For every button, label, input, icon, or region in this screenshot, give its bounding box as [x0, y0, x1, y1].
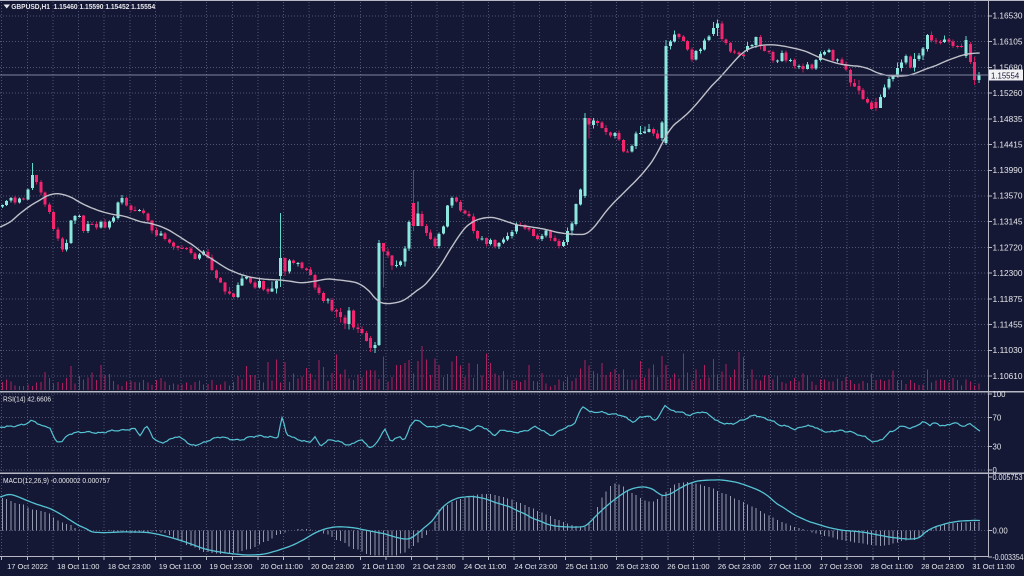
- svg-text:19 Oct 11:00: 19 Oct 11:00: [159, 562, 201, 571]
- svg-text:1.13570: 1.13570: [993, 192, 1024, 201]
- svg-text:1.13990: 1.13990: [993, 166, 1024, 175]
- svg-text:25 Oct 23:00: 25 Oct 23:00: [616, 562, 659, 571]
- svg-text:25 Oct 11:00: 25 Oct 11:00: [566, 562, 608, 571]
- svg-text:28 Oct 23:00: 28 Oct 23:00: [921, 562, 964, 571]
- svg-text:1.15554: 1.15554: [991, 71, 1020, 80]
- svg-text:18 Oct 23:00: 18 Oct 23:00: [108, 562, 151, 571]
- svg-text:GBPUSD,H1 1.15460 1.15590 1.1: GBPUSD,H1 1.15460 1.15590 1.15452 1.1555…: [11, 2, 155, 11]
- svg-text:1.12300: 1.12300: [993, 269, 1024, 278]
- svg-text:MACD(12,26,9) -0.000002 0.0007: MACD(12,26,9) -0.000002 0.000757: [3, 476, 110, 485]
- svg-text:1.11455: 1.11455: [993, 320, 1024, 329]
- svg-text:1.16530: 1.16530: [993, 12, 1024, 21]
- svg-text:20 Oct 11:00: 20 Oct 11:00: [261, 562, 303, 571]
- svg-text:1.16105: 1.16105: [993, 38, 1024, 47]
- svg-text:0.005753: 0.005753: [993, 473, 1023, 482]
- svg-text:26 Oct 11:00: 26 Oct 11:00: [667, 562, 709, 571]
- svg-text:26 Oct 23:00: 26 Oct 23:00: [718, 562, 761, 571]
- svg-text:24 Oct 11:00: 24 Oct 11:00: [464, 562, 506, 571]
- svg-text:27 Oct 11:00: 27 Oct 11:00: [769, 562, 811, 571]
- svg-text:1.12720: 1.12720: [993, 244, 1024, 253]
- svg-text:21 Oct 23:00: 21 Oct 23:00: [413, 562, 456, 571]
- svg-text:1.13145: 1.13145: [993, 218, 1024, 227]
- svg-text:21 Oct 11:00: 21 Oct 11:00: [362, 562, 404, 571]
- svg-text:28 Oct 11:00: 28 Oct 11:00: [871, 562, 913, 571]
- svg-text:0: 0: [993, 466, 998, 475]
- svg-text:17 Oct 2022: 17 Oct 2022: [7, 562, 48, 571]
- svg-text:1.11030: 1.11030: [993, 346, 1024, 355]
- svg-text:1.10610: 1.10610: [993, 372, 1024, 381]
- svg-text:18 Oct 11:00: 18 Oct 11:00: [57, 562, 99, 571]
- svg-text:RSI(14) 42.6606: RSI(14) 42.6606: [3, 395, 51, 404]
- svg-text:24 Oct 23:00: 24 Oct 23:00: [514, 562, 557, 571]
- svg-text:19 Oct 23:00: 19 Oct 23:00: [209, 562, 252, 571]
- svg-text:100: 100: [993, 390, 1007, 399]
- svg-text:27 Oct 23:00: 27 Oct 23:00: [819, 562, 862, 571]
- svg-text:1.11875: 1.11875: [993, 295, 1024, 304]
- svg-text:1.15260: 1.15260: [993, 89, 1024, 98]
- svg-text:30: 30: [993, 442, 1002, 451]
- svg-text:31 Oct 11:00: 31 Oct 11:00: [972, 562, 1014, 571]
- svg-text:1.15680: 1.15680: [993, 63, 1024, 72]
- svg-text:20 Oct 23:00: 20 Oct 23:00: [311, 562, 354, 571]
- svg-text:1.14835: 1.14835: [993, 115, 1024, 124]
- svg-text:-0.003354: -0.003354: [993, 553, 1024, 562]
- svg-text:70: 70: [993, 413, 1002, 422]
- svg-text:0.00: 0.00: [993, 526, 1009, 535]
- svg-text:1.14415: 1.14415: [993, 140, 1024, 149]
